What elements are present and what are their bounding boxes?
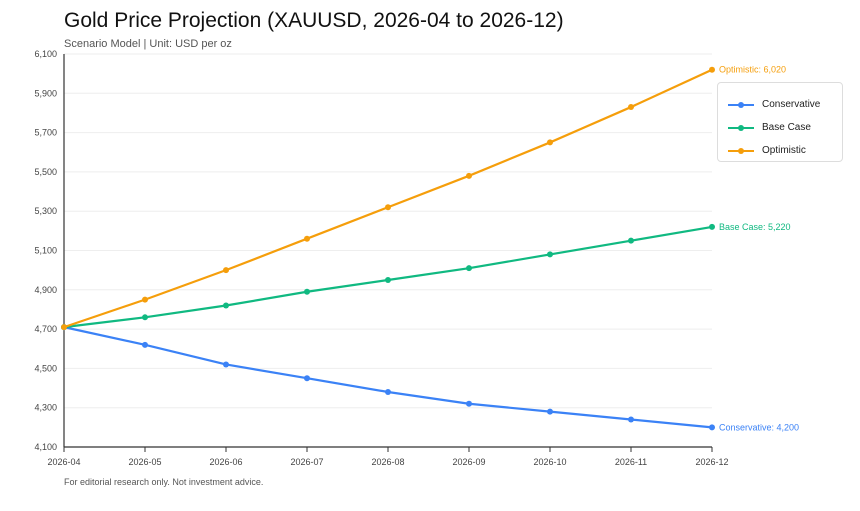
y-tick-label: 6,100 [34, 49, 57, 59]
series-line-optimistic [63, 68, 713, 329]
y-tick-label: 4,300 [34, 403, 57, 413]
data-point-conservative [628, 416, 634, 423]
data-point-base-case [385, 276, 391, 283]
legend-item-optimistic[interactable]: Optimistic [728, 139, 842, 162]
chart-title: Gold Price Projection (XAUUSD, 2026-04 t… [64, 9, 564, 32]
y-tick-label: 5,900 [34, 88, 57, 98]
data-point-conservative [466, 400, 472, 407]
series-line-conservative [63, 326, 713, 429]
data-point-base-case [223, 302, 229, 309]
y-tick-label: 4,700 [34, 324, 57, 334]
data-point-base-case [547, 251, 553, 258]
legend-label: Optimistic [762, 145, 806, 156]
y-tick-label: 4,900 [34, 285, 57, 295]
data-point-base-case [142, 314, 148, 321]
y-tick-label: 4,500 [34, 363, 57, 373]
data-point-base-case [628, 237, 634, 244]
x-tick-label: 2026-06 [209, 457, 242, 467]
legend-item-base-case[interactable]: Base Case [728, 116, 842, 139]
data-point-base-case [304, 288, 310, 295]
y-tick-label: 5,700 [34, 128, 57, 138]
data-point-conservative [385, 388, 391, 395]
y-tick-label: 5,500 [34, 167, 57, 177]
x-tick-label: 2026-07 [290, 457, 323, 467]
legend-swatch [728, 123, 754, 133]
data-point-optimistic [223, 267, 229, 274]
x-tick-label: 2026-05 [128, 457, 161, 467]
legend-swatch [728, 146, 754, 156]
data-point-conservative [142, 341, 148, 348]
data-point-optimistic [385, 204, 391, 211]
legend-swatch [728, 100, 754, 110]
x-tick-label: 2026-12 [695, 457, 728, 467]
x-tick-label: 2026-10 [533, 457, 566, 467]
data-point-optimistic [547, 139, 553, 146]
x-tick-label: 2026-04 [47, 457, 80, 467]
x-tick-label: 2026-09 [452, 457, 485, 467]
data-point-conservative [223, 361, 229, 368]
x-tick-label: 2026-08 [371, 457, 404, 467]
x-tick-label: 2026-11 [615, 457, 647, 467]
legend: Conservative Base Case Optimistic [717, 82, 843, 162]
data-point-optimistic [304, 235, 310, 242]
footnote: For editorial research only. Not investm… [64, 477, 264, 487]
legend-label: Base Case [762, 122, 811, 133]
chart-subtitle: Scenario Model | Unit: USD per oz [64, 38, 232, 50]
data-point-optimistic [709, 66, 715, 73]
data-point-conservative [709, 424, 715, 431]
y-tick-label: 5,300 [34, 206, 57, 216]
data-point-optimistic [142, 296, 148, 303]
end-label-conservative: Conservative: 4,200 [719, 422, 799, 432]
legend-item-conservative[interactable]: Conservative [728, 93, 842, 116]
data-point-base-case [466, 265, 472, 272]
data-point-conservative [304, 375, 310, 382]
data-point-conservative [547, 408, 553, 415]
y-tick-label: 4,100 [34, 442, 57, 452]
end-label-base-case: Base Case: 5,220 [719, 222, 791, 232]
legend-label: Conservative [762, 99, 821, 110]
data-point-optimistic [466, 172, 472, 179]
data-point-optimistic [628, 104, 634, 111]
y-tick-label: 5,100 [34, 246, 57, 256]
data-point-base-case [709, 223, 715, 230]
data-point-optimistic [61, 324, 67, 331]
end-label-optimistic: Optimistic: 6,020 [719, 65, 786, 75]
